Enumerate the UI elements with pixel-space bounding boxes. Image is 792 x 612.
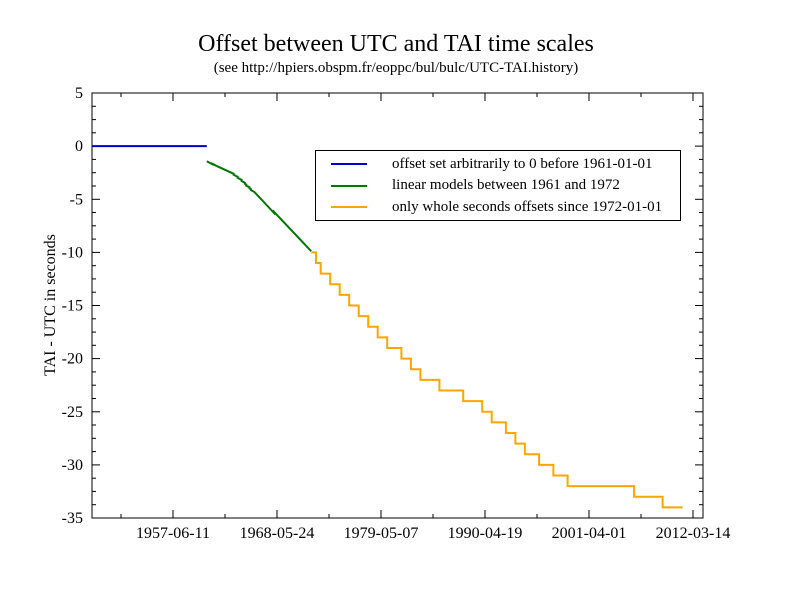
y-tick-label: -10 bbox=[62, 244, 83, 261]
x-tick-label: 1968-05-24 bbox=[240, 525, 315, 542]
legend-label: only whole seconds offsets since 1972-01… bbox=[392, 198, 663, 215]
legend-line-sample-orange bbox=[331, 206, 367, 208]
y-tick-label: 5 bbox=[75, 85, 83, 102]
y-tick-label: -5 bbox=[70, 191, 83, 208]
chart-subtitle: (see http://hpiers.obspm.fr/eoppc/bul/bu… bbox=[213, 60, 579, 76]
legend-entry-before-1961: offset set arbitrarily to 0 before 1961-… bbox=[331, 156, 680, 173]
x-tick-label: 2001-04-01 bbox=[552, 525, 627, 542]
y-tick-label: -35 bbox=[62, 510, 83, 527]
x-tick-label: 2012-03-14 bbox=[656, 525, 731, 542]
legend-line-sample-blue bbox=[331, 163, 367, 165]
legend-label: linear models between 1961 and 1972 bbox=[392, 177, 620, 193]
legend-entry-whole-seconds: only whole seconds offsets since 1972-01… bbox=[331, 199, 680, 216]
x-tick-label: 1990-04-19 bbox=[448, 525, 523, 542]
x-tick-label: 1979-05-07 bbox=[344, 525, 419, 542]
y-axis-label: TAI - UTC in seconds bbox=[42, 234, 59, 376]
legend-entry-linear-models: linear models between 1961 and 1972 bbox=[331, 177, 680, 194]
y-tick-label: 0 bbox=[75, 138, 83, 155]
series-linear-models-1961-1972 bbox=[206, 160, 312, 252]
y-tick-label: -25 bbox=[62, 404, 83, 421]
x-tick-label: 1957-06-11 bbox=[136, 525, 210, 542]
y-tick-label: -20 bbox=[62, 351, 83, 368]
y-tick-label: -15 bbox=[62, 298, 83, 315]
legend-box: offset set arbitrarily to 0 before 1961-… bbox=[315, 150, 681, 221]
y-tick-label: -30 bbox=[62, 457, 83, 474]
legend-line-sample-green bbox=[331, 184, 367, 187]
chart-title: Offset between UTC and TAI time scales bbox=[198, 31, 594, 57]
legend-label: offset set arbitrarily to 0 before 1961-… bbox=[392, 155, 653, 172]
series-whole-second-offsets-since-1972 bbox=[311, 251, 683, 509]
